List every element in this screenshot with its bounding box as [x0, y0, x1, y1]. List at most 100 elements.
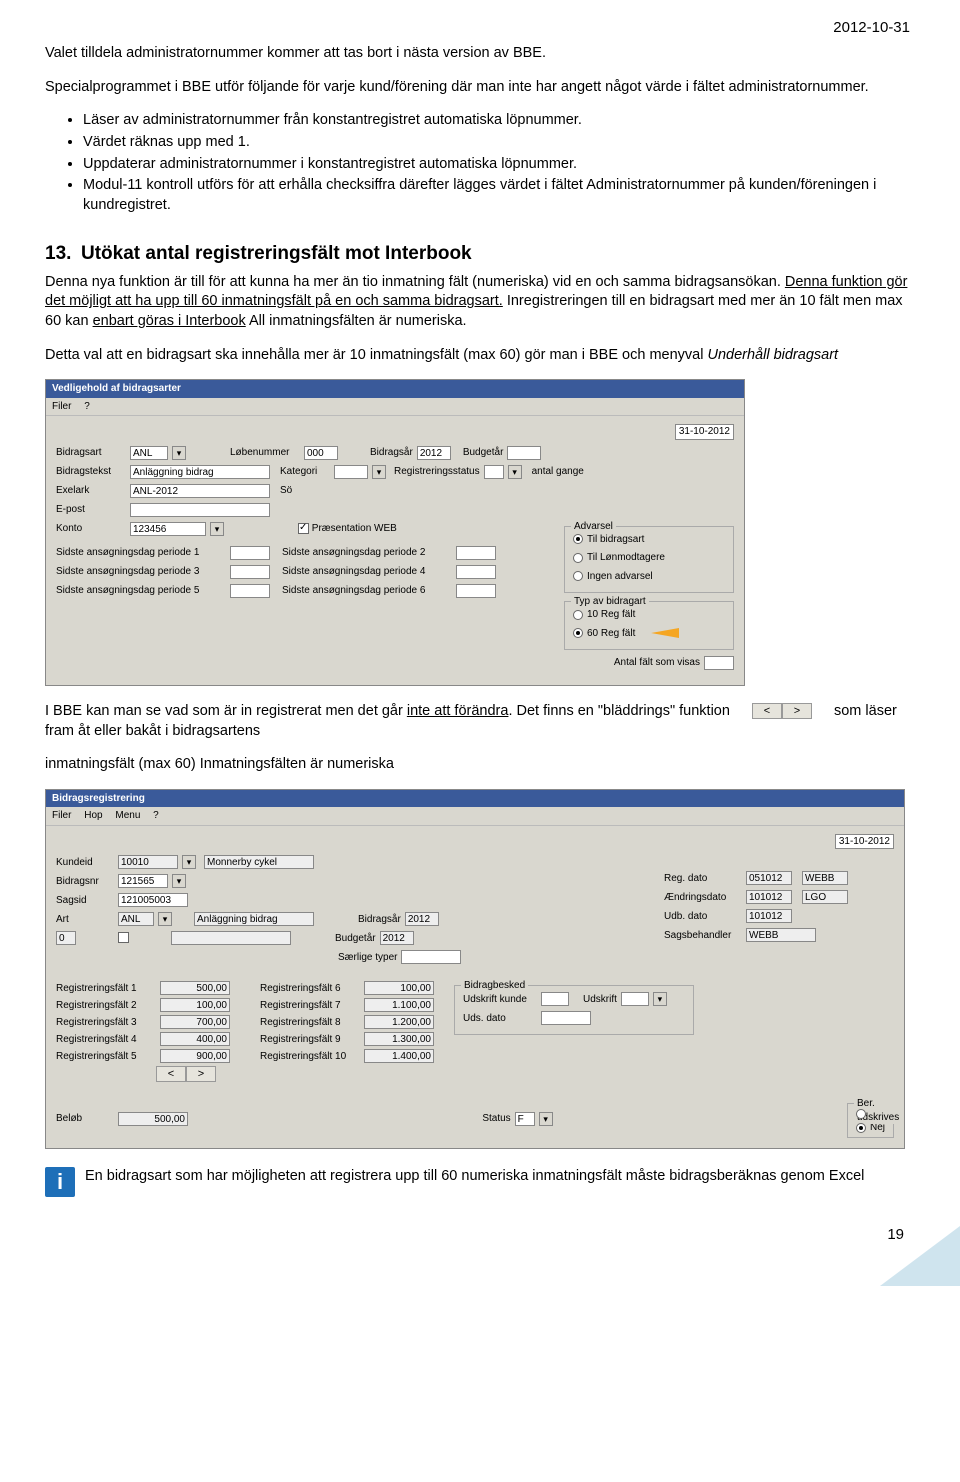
radio-10-reg-falt[interactable] [573, 610, 583, 620]
radio-ja[interactable] [856, 1109, 866, 1119]
lookup-button[interactable]: ▾ [653, 992, 667, 1006]
input-sap4[interactable] [456, 565, 496, 579]
label-adv2: Til Lønmodtagere [587, 551, 665, 565]
label-art: Art [56, 913, 114, 927]
input-sap6[interactable] [456, 584, 496, 598]
input-kundenavn: Monnerby cykel [204, 855, 314, 869]
menu-item[interactable]: ? [153, 810, 159, 821]
label-budgetar: Budgetår [463, 446, 504, 460]
radio-60-reg-falt[interactable] [573, 628, 583, 638]
input-regdato-user: WEBB [802, 871, 848, 885]
lookup-button[interactable]: ▾ [172, 874, 186, 888]
input-regstatus[interactable] [484, 465, 504, 479]
bullet-item: Uppdaterar administratornummer i konstan… [83, 155, 910, 175]
label-regstatus: Registreringsstatus [394, 465, 480, 479]
date-display: 31-10-2012 [835, 834, 894, 850]
nav-prev-button[interactable]: < [752, 703, 782, 719]
date-display: 31-10-2012 [675, 424, 734, 440]
radio-til-bidragsart[interactable] [573, 534, 583, 544]
input-sagsid[interactable]: 121005003 [118, 893, 188, 907]
input-budgetar[interactable] [507, 446, 541, 460]
para-6: inmatningsfält (max 60) Inmatningsfälten… [45, 755, 910, 775]
input-lobenummer[interactable]: 000 [304, 446, 338, 460]
label-regfalt: Registreringsfält 9 [260, 1033, 360, 1047]
label-budgetar: Budgetår [335, 932, 376, 946]
input-konto[interactable]: 123456 [130, 522, 206, 536]
para-1: Valet tilldela administratornummer komme… [45, 44, 910, 64]
input-saerlige[interactable] [401, 950, 461, 964]
input-art-text: Anläggning bidrag [194, 912, 314, 926]
input-bidragsnr[interactable]: 121565 [118, 874, 168, 888]
checkbox-presentation-web[interactable] [298, 523, 309, 534]
input-regfalt: 100,00 [160, 998, 230, 1012]
menu-item[interactable]: ? [84, 401, 90, 412]
label-regdato: Reg. dato [664, 872, 742, 886]
text: I BBE kan man se vad som är in registrer… [45, 703, 407, 719]
header-date: 2012-10-31 [45, 18, 910, 38]
lookup-button[interactable]: ▾ [372, 465, 386, 479]
nav-next-button[interactable]: > [186, 1066, 216, 1082]
group-bidragbesked: Bidragbesked Udskrift kundeUdskrift▾ Uds… [454, 985, 694, 1035]
input-udskrift[interactable] [621, 992, 649, 1006]
label-regfalt: Registreringsfält 5 [56, 1050, 156, 1064]
input-blank [171, 931, 291, 945]
checkbox-unknown[interactable] [118, 932, 129, 943]
menu-item[interactable]: Hop [84, 810, 102, 821]
lookup-button[interactable]: ▾ [172, 446, 186, 460]
input-bidragstekst[interactable]: Anläggning bidrag [130, 465, 270, 479]
input-sap3[interactable] [230, 565, 270, 579]
input-regfalt: 700,00 [160, 1015, 230, 1029]
input-udskrift-kunde[interactable] [541, 992, 569, 1006]
input-sap1[interactable] [230, 546, 270, 560]
radio-til-lonmodtagere[interactable] [573, 553, 583, 563]
nav-prev-button[interactable]: < [156, 1066, 186, 1082]
label-regfalt: Registreringsfält 4 [56, 1033, 156, 1047]
label-sap3: Sidste ansøgningsdag periode 3 [56, 565, 226, 579]
input-sagsbehandler: WEBB [746, 928, 816, 942]
label-regfalt: Registreringsfält 8 [260, 1016, 360, 1030]
input-antal-falt[interactable] [704, 656, 734, 670]
input-bidragsar: 2012 [405, 912, 439, 926]
label-epost: E-post [56, 503, 126, 517]
input-kategori[interactable] [334, 465, 368, 479]
nav-next-button[interactable]: > [782, 703, 812, 719]
radio-ingen-advarsel[interactable] [573, 571, 583, 581]
input-aendringsdato: 101012 [746, 890, 792, 904]
input-regfalt: 1.400,00 [364, 1049, 434, 1063]
input-bidragsar[interactable]: 2012 [417, 446, 451, 460]
bullet-item: Läser av administratornummer från konsta… [83, 111, 910, 131]
label-sap6: Sidste ansøgningsdag periode 6 [282, 584, 452, 598]
lookup-button[interactable]: ▾ [508, 465, 522, 479]
label-udskrift: Udskrift [583, 993, 617, 1007]
lookup-button[interactable]: ▾ [158, 912, 172, 926]
label-bidragstekst: Bidragstekst [56, 465, 126, 479]
input-sap2[interactable] [456, 546, 496, 560]
lookup-button[interactable]: ▾ [210, 522, 224, 536]
underlined-text: inte att förändra [407, 703, 509, 719]
input-epost[interactable] [130, 503, 270, 517]
input-status[interactable]: F [515, 1112, 535, 1126]
input-sap5[interactable] [230, 584, 270, 598]
lookup-button[interactable]: ▾ [539, 1112, 553, 1126]
menu-item[interactable]: Filer [52, 810, 71, 821]
radio-nej[interactable] [856, 1123, 866, 1133]
para-5: I BBE kan man se vad som är in registrer… [45, 702, 910, 741]
lookup-button[interactable]: ▾ [182, 855, 196, 869]
label-sap5: Sidste ansøgningsdag periode 5 [56, 584, 226, 598]
menu-item[interactable]: Filer [52, 401, 71, 412]
window-menubar: Filer ? [46, 398, 744, 417]
label-regfalt: Registreringsfält 1 [56, 982, 156, 996]
input-exelark[interactable]: ANL-2012 [130, 484, 270, 498]
label-so: Sö [280, 484, 292, 498]
screenshot-bidragsregistrering: Bidragsregistrering Filer Hop Menu ? 31-… [45, 789, 905, 1150]
input-bidragsart[interactable]: ANL [130, 446, 168, 460]
text: . Det finns en "bläddrings" funktion [508, 703, 729, 719]
label-presentation-web: Præsentation WEB [312, 523, 397, 534]
input-regfalt: 900,00 [160, 1049, 230, 1063]
label-belob: Beløb [56, 1112, 114, 1126]
menu-item[interactable]: Menu [115, 810, 140, 821]
para-3: Denna nya funktion är till för att kunna… [45, 273, 910, 332]
page-corner-fold [880, 1226, 960, 1286]
input-uds-dato[interactable] [541, 1011, 591, 1025]
screenshot-vedligehold: Vedligehold af bidragsarter Filer ? 31-1… [45, 379, 745, 686]
